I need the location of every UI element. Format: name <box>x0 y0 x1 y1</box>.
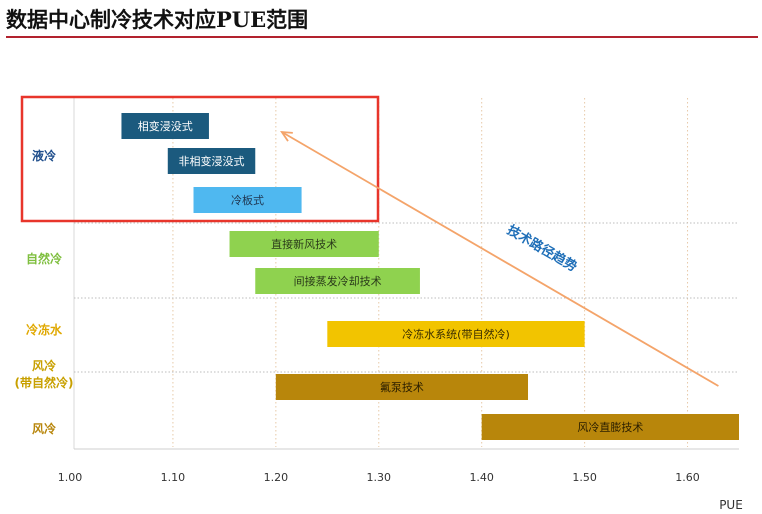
range-bar <box>255 268 420 294</box>
x-tick-label: 1.50 <box>572 471 597 484</box>
group-label: 风冷 (带自然冷) <box>15 358 74 390</box>
group-label-line: (带自然冷) <box>15 375 74 390</box>
range-bar-label: 风冷直膨技术 <box>577 420 643 434</box>
range-bar <box>167 148 256 174</box>
x-tick-label: 1.40 <box>469 471 494 484</box>
group-label: 风冷 <box>32 421 56 436</box>
x-tick-label: 1.20 <box>264 471 289 484</box>
page-title: 数据中心制冷技术对应PUE范围 <box>6 7 309 32</box>
group-label-line: 自然冷 <box>26 251 62 266</box>
range-bar-label: 直接新风技术 <box>271 237 337 251</box>
grid-layer <box>73 98 739 449</box>
group-label-line: 风冷 <box>32 358 56 373</box>
group-label: 液冷 <box>32 148 56 163</box>
range-bar <box>327 321 585 347</box>
x-tick-label: 1.10 <box>161 471 186 484</box>
x-tick-label: 1.30 <box>367 471 392 484</box>
group-label: 冷冻水 <box>26 322 63 337</box>
group-label-line: 液冷 <box>32 148 56 163</box>
group-label-line: 冷冻水 <box>26 322 63 337</box>
range-bar <box>121 113 209 139</box>
group-label: 自然冷 <box>26 251 62 266</box>
x-tick-label: 1.00 <box>58 471 83 484</box>
range-bar-label: 冷冻水系统(带自然冷) <box>402 327 510 341</box>
title-underline <box>6 36 758 38</box>
trend-arrow-line <box>281 131 719 387</box>
range-bar-label: 相变浸没式 <box>138 119 193 133</box>
x-axis: 1.00 1.10 1.20 1.30 1.40 1.50 1.60 PUE <box>58 448 743 512</box>
range-bar-label: 冷板式 <box>231 193 264 207</box>
range-bar <box>229 231 379 257</box>
x-axis-label: PUE <box>719 498 743 512</box>
range-bar-label: 氟泵技术 <box>380 381 424 394</box>
x-tick-label: 1.60 <box>675 471 700 484</box>
range-bar-label: 间接蒸发冷却技术 <box>294 274 382 288</box>
range-bar <box>193 187 302 213</box>
range-bar <box>481 414 739 440</box>
range-bar-label: 非相变浸没式 <box>179 154 245 168</box>
trend-arrow-head <box>280 130 293 142</box>
highlight-box <box>20 95 380 223</box>
group-label-line: 风冷 <box>32 421 56 436</box>
range-bar <box>275 374 529 400</box>
